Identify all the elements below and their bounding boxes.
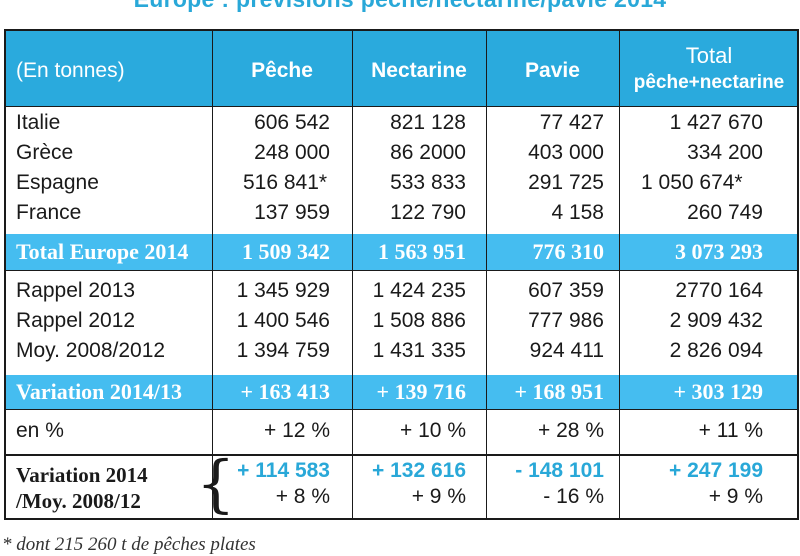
pavie-value: 776 310 bbox=[532, 239, 605, 264]
total-header-line2: pêche+nectarine bbox=[633, 72, 785, 93]
row-label: France bbox=[16, 201, 82, 224]
column-divider bbox=[352, 31, 353, 518]
pavie-value: + 28 % bbox=[538, 419, 604, 442]
peche-value: 516 841* bbox=[243, 171, 328, 194]
forecast-table: (En tonnes) Pêche Nectarine Pavie Total … bbox=[4, 29, 799, 520]
total-value: 334 200 bbox=[687, 141, 763, 164]
unit-header: (En tonnes) bbox=[16, 59, 125, 82]
peche-value: 1 400 546 bbox=[236, 309, 330, 332]
variation-avg-label-1: Variation 2014 bbox=[16, 463, 148, 487]
nectarine-value: + 10 % bbox=[400, 419, 466, 442]
nectarine-value: 1 563 951 bbox=[378, 239, 466, 264]
pavie-value: 4 158 bbox=[551, 201, 604, 224]
peche-value: 1 394 759 bbox=[236, 339, 330, 362]
nectarine-value: + 132 616 bbox=[371, 459, 466, 482]
pavie-value: + 168 951 bbox=[514, 379, 604, 404]
row-label: Italie bbox=[16, 111, 61, 134]
divider bbox=[6, 454, 797, 456]
peche-value: 1 345 929 bbox=[236, 279, 330, 302]
total-europe-row: Total Europe 2014 1 509 342 1 563 951 77… bbox=[6, 234, 797, 270]
row-label: Grèce bbox=[16, 141, 74, 164]
pavie-value: 777 986 bbox=[528, 309, 604, 332]
total-header-line1: Total bbox=[685, 43, 733, 68]
peche-value: 248 000 bbox=[254, 141, 330, 164]
nectarine-header: Nectarine bbox=[371, 59, 467, 82]
divider bbox=[6, 270, 797, 271]
peche-value: + 12 % bbox=[264, 419, 330, 442]
row-label: Rappel 2012 bbox=[16, 309, 136, 332]
row-label: Variation 2014/13 bbox=[16, 379, 183, 404]
pavie-value: 77 427 bbox=[539, 111, 604, 134]
total-value: 2 826 094 bbox=[669, 339, 763, 362]
pavie-value: 607 359 bbox=[528, 279, 604, 302]
nectarine-value: 86 2000 bbox=[390, 141, 466, 164]
nectarine-value: 533 833 bbox=[390, 171, 466, 194]
peche-header: Pêche bbox=[251, 59, 313, 82]
column-divider bbox=[486, 31, 487, 518]
total-value: 1 050 674* bbox=[641, 171, 743, 194]
total-value: + 303 129 bbox=[673, 379, 763, 404]
pavie-value: 924 411 bbox=[529, 339, 604, 362]
row-label: Espagne bbox=[16, 171, 99, 194]
total-value: 2 909 432 bbox=[669, 309, 763, 332]
page-title: Europe : prévisions pêche/nectarine/pavi… bbox=[0, 0, 800, 13]
variation-avg-label-2: /Moy. 2008/12 bbox=[16, 489, 141, 513]
nectarine-value: + 9 % bbox=[411, 485, 466, 508]
total-value: 3 073 293 bbox=[675, 239, 763, 264]
divider bbox=[6, 409, 797, 410]
peche-value: + 114 583 bbox=[237, 459, 330, 482]
row-label: Moy. 2008/2012 bbox=[16, 339, 166, 362]
nectarine-value: 1 424 235 bbox=[372, 279, 466, 302]
total-value: + 247 199 bbox=[668, 459, 763, 482]
total-value: 2770 164 bbox=[675, 279, 763, 302]
footnote: * dont 215 260 t de pêches plates bbox=[2, 534, 256, 555]
pavie-value: 291 725 bbox=[528, 171, 604, 194]
column-divider bbox=[619, 31, 620, 518]
peche-value: + 163 413 bbox=[240, 379, 330, 404]
row-label: Total Europe 2014 bbox=[16, 239, 189, 264]
peche-value: 606 542 bbox=[254, 111, 330, 134]
nectarine-value: 1 508 886 bbox=[372, 309, 466, 332]
table-header: (En tonnes) Pêche Nectarine Pavie Total … bbox=[6, 31, 797, 107]
peche-value: 1 509 342 bbox=[242, 239, 330, 264]
pavie-header: Pavie bbox=[525, 59, 580, 82]
pavie-value: 403 000 bbox=[528, 141, 604, 164]
total-value: + 11 % bbox=[698, 419, 763, 442]
nectarine-value: + 139 716 bbox=[376, 379, 466, 404]
peche-value: + 8 % bbox=[275, 485, 330, 508]
nectarine-value: 821 128 bbox=[390, 111, 466, 134]
total-value: 1 427 670 bbox=[669, 111, 763, 134]
pavie-value: - 16 % bbox=[543, 485, 604, 508]
pavie-value: - 148 101 bbox=[515, 459, 604, 482]
peche-value: 137 959 bbox=[254, 201, 330, 224]
total-value: 260 749 bbox=[687, 201, 763, 224]
row-label: en % bbox=[16, 419, 64, 442]
brace-icon: { bbox=[196, 447, 236, 520]
nectarine-value: 1 431 335 bbox=[372, 339, 466, 362]
variation-row: Variation 2014/13 + 163 413 + 139 716 + … bbox=[6, 375, 797, 409]
column-divider bbox=[212, 31, 213, 518]
total-value: + 9 % bbox=[708, 485, 763, 508]
row-label: Rappel 2013 bbox=[16, 279, 136, 302]
nectarine-value: 122 790 bbox=[390, 201, 466, 224]
